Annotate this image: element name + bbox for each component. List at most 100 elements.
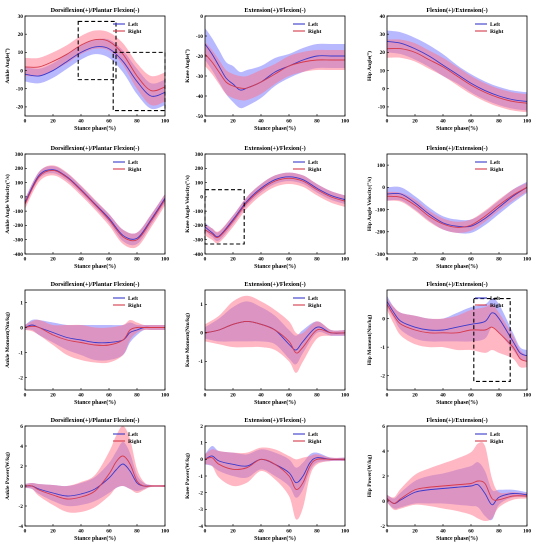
y-tick-label: 20 [18, 32, 24, 38]
y-tick-label: -2 [199, 490, 204, 496]
plot-area [205, 295, 345, 373]
chart-title: Dorsiflexion(+)/Plantar Flexion(-) [51, 281, 140, 288]
y-tick-label: 0 [200, 331, 203, 337]
x-axis-label: Stance phase(%) [436, 125, 478, 132]
x-tick-label: 100 [161, 119, 169, 125]
y-tick-label: 10 [18, 50, 24, 56]
y-tick-label: -20 [16, 105, 23, 111]
plot-area [25, 165, 165, 249]
legend-label-left: Left [490, 22, 500, 28]
mean-line-right [387, 48, 527, 104]
y-tick-label: -1 [199, 359, 204, 365]
mean-line-left [25, 46, 165, 97]
y-tick-label: -10 [16, 87, 23, 93]
legend-label-left: Left [308, 22, 318, 28]
y-tick-label: 0 [200, 14, 203, 20]
legend-label-right: Right [490, 439, 504, 445]
plot-area [205, 28, 345, 109]
x-tick-label: 0 [204, 529, 207, 535]
chart-title: Extension(+)/Flexion(-) [244, 145, 305, 152]
chart-panel-4: Dorsiflexion(+)/Plantar Flexion(-) 0 20 40 6… [4, 145, 169, 270]
y-tick-label: 300 [15, 152, 23, 158]
x-tick-label: 40 [78, 393, 84, 399]
y-tick-label: 100 [377, 163, 385, 169]
mean-line-left [387, 41, 527, 102]
plot-frame [386, 289, 528, 391]
y-tick-label: 6 [20, 424, 23, 430]
x-axis-label: Stance phase(%) [254, 125, 296, 132]
x-tick-label: 100 [341, 119, 349, 125]
mean-line-right [387, 186, 527, 228]
legend-label-left: Left [308, 160, 318, 166]
y-tick-label: 1 [20, 300, 23, 306]
x-axis-label: Stance phase(%) [436, 399, 478, 406]
y-tick-label: -4 [199, 524, 204, 530]
mean-line-left [205, 176, 345, 238]
mean-line-left [387, 483, 527, 506]
plot-frame [24, 153, 166, 255]
x-tick-label: 80 [314, 119, 320, 125]
y-tick-label: -300 [13, 238, 23, 244]
x-tick-label: 20 [412, 119, 418, 125]
x-axis-label: Stance phase(%) [74, 125, 116, 132]
y-tick-label: -1 [381, 345, 386, 351]
x-tick-label: 60 [468, 257, 474, 263]
y-tick-label: 30 [18, 14, 24, 20]
sd-band-right [25, 30, 165, 106]
mean-line-right [205, 53, 345, 89]
legend-label-left: Left [128, 160, 138, 166]
x-tick-label: 100 [161, 529, 169, 535]
chart-panel-3: Flexion(+)/Extension(-) 0 20 40 60 80 100 -10 0 1… [366, 7, 531, 132]
sd-band-right [387, 442, 527, 521]
highlight-box [473, 298, 511, 382]
legend-label-right: Right [308, 439, 322, 445]
mean-line-left [387, 301, 527, 357]
x-tick-label: 80 [496, 393, 502, 399]
legend-label-right: Right [128, 439, 142, 445]
y-tick-label: 2 [200, 424, 203, 430]
x-tick-label: 100 [161, 393, 169, 399]
y-tick-label: 30 [380, 32, 386, 38]
y-tick-label: -2 [381, 524, 386, 530]
chart-title: Flexion(+)/Extension(-) [426, 281, 487, 288]
y-axis-label: Hip Angle Velocity(°/s) [366, 177, 373, 231]
y-tick-label: 0 [382, 499, 385, 505]
chart-panel-1: Dorsiflexion(+)/Plantar Flexion(-) 0 20 40 6… [4, 7, 169, 132]
x-tick-label: 0 [24, 529, 27, 535]
x-tick-label: 0 [386, 257, 389, 263]
y-tick-label: 2 [20, 464, 23, 470]
x-tick-label: 80 [314, 257, 320, 263]
x-tick-label: 80 [134, 257, 140, 263]
chart-title: Flexion(+)/Extension(-) [426, 417, 487, 424]
x-tick-label: 20 [50, 257, 56, 263]
x-tick-label: 60 [286, 119, 292, 125]
sd-band-right [25, 426, 165, 513]
y-tick-label: -4 [19, 524, 24, 530]
chart-panel-8: Extension(+)/Flexion(-) 0 20 40 60 80 100 -1 0 1 S… [184, 281, 349, 406]
y-tick-label: -10 [378, 105, 385, 111]
mean-line-right [205, 320, 345, 354]
chart-title: Extension(+)/Flexion(-) [244, 417, 305, 424]
y-tick-label: -3 [199, 507, 204, 513]
x-tick-label: 40 [258, 529, 264, 535]
x-tick-label: 20 [230, 393, 236, 399]
chart-panel-6: Flexion(+)/Extension(-) 0 20 40 60 80 100 -300 -… [366, 145, 531, 270]
y-axis-label: Knee Angle(°) [184, 49, 191, 83]
plot-area [25, 319, 165, 364]
x-tick-label: 20 [412, 393, 418, 399]
x-tick-label: 60 [468, 119, 474, 125]
plot-frame [204, 289, 346, 391]
x-axis-label: Stance phase(%) [74, 399, 116, 406]
legend-label-right: Right [308, 29, 322, 35]
chart-title: Flexion(+)/Extension(-) [426, 7, 487, 14]
legend-label-right: Right [308, 303, 322, 309]
legend-label-right: Right [128, 29, 142, 35]
x-axis-label: Stance phase(%) [74, 535, 116, 542]
